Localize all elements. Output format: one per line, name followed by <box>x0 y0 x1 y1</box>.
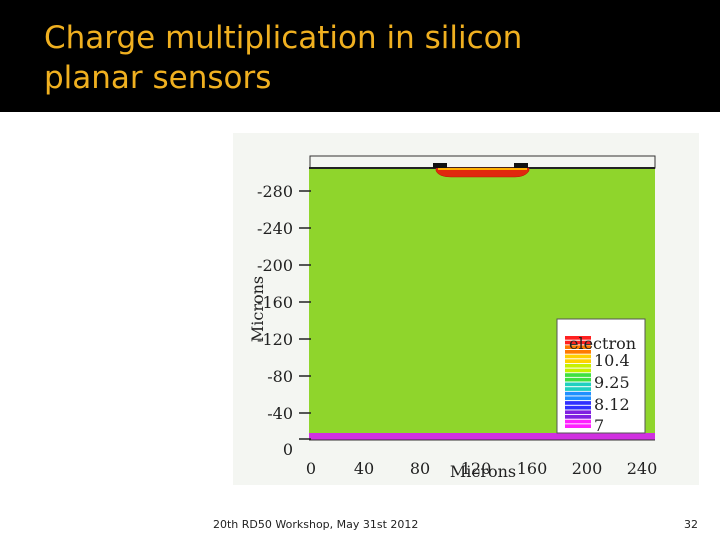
legend-band <box>565 373 591 377</box>
legend-band <box>565 350 591 354</box>
y-tick-label: -80 <box>267 367 293 386</box>
legend-band <box>565 345 591 349</box>
legend-band <box>565 354 591 359</box>
y-tick-label: -40 <box>267 404 293 423</box>
y-tick-label: -120 <box>257 330 293 349</box>
legend: electron 10.4 9.25 8.12 7 <box>556 318 646 435</box>
y-tick-label: -160 <box>257 293 293 312</box>
page-number: 32 <box>684 518 698 531</box>
slide-title: Charge multiplication in silicon planar … <box>44 20 523 96</box>
legend-value: 8.12 <box>594 395 630 414</box>
legend-value: 7 <box>594 416 604 435</box>
x-tick-label: 40 <box>354 459 374 478</box>
x-tick-label: 0 <box>306 459 316 478</box>
legend-band <box>565 377 591 382</box>
legend-band <box>565 424 591 428</box>
legend-color-bands <box>565 336 591 428</box>
legend-band <box>565 363 591 368</box>
y-tick-label: -200 <box>257 256 293 275</box>
legend-band <box>565 415 591 419</box>
y-tick-label: 0 <box>283 440 293 459</box>
plot-svg: -280 -240 -200 -160 -120 -80 -40 0 Micro… <box>248 155 658 481</box>
legend-band <box>565 396 591 401</box>
legend-band <box>565 391 591 396</box>
x-tick-label: 200 <box>572 459 603 478</box>
legend-band <box>565 387 591 391</box>
legend-band <box>565 405 591 410</box>
legend-band <box>565 419 591 424</box>
backside-layer <box>309 433 655 440</box>
x-axis-label: Microns <box>450 462 516 481</box>
legend-band <box>565 336 591 340</box>
implant-edge <box>438 168 527 170</box>
legend-band <box>565 368 591 373</box>
implant-region <box>435 167 530 178</box>
x-tick-label: 160 <box>517 459 548 478</box>
x-tick-label: 120 <box>461 459 492 478</box>
legend-band <box>565 359 591 363</box>
footer-text: 20th RD50 Workshop, May 31st 2012 <box>213 518 419 531</box>
y-tick-label: -280 <box>257 182 293 201</box>
legend-value: 10.4 <box>594 351 630 370</box>
legend-band <box>565 401 591 405</box>
legend-band <box>565 410 591 415</box>
title-bar <box>0 0 720 112</box>
contact-left <box>433 163 447 168</box>
y-axis-label: Microns <box>248 276 267 342</box>
simulation-plot: -280 -240 -200 -160 -120 -80 -40 0 Micro… <box>233 133 699 485</box>
x-tick-label: 240 <box>627 459 658 478</box>
y-tick-marks <box>299 190 311 440</box>
sensor-top-layer <box>309 155 656 169</box>
legend-title: electron <box>569 334 636 353</box>
y-tick-label: -240 <box>257 219 293 238</box>
contact-right <box>514 163 528 168</box>
legend-band <box>565 340 591 345</box>
legend-value: 9.25 <box>594 373 630 392</box>
legend-band <box>565 382 591 387</box>
x-tick-label: 80 <box>410 459 430 478</box>
